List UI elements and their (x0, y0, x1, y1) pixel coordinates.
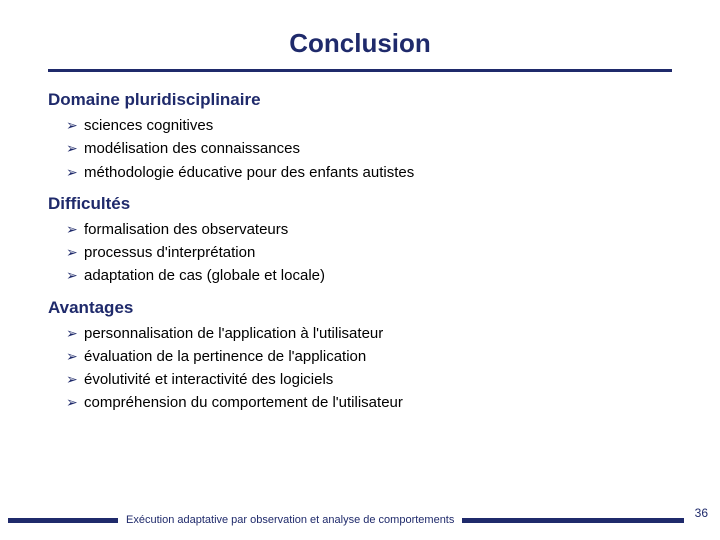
arrow-icon: ➢ (66, 392, 78, 414)
section-2: Avantages ➢ personnalisation de l'applica… (48, 298, 672, 415)
footer-text: Exécution adaptative par observation et … (118, 514, 462, 526)
bullet-list: ➢formalisation des observateurs ➢process… (48, 218, 672, 288)
bullet-list: ➢ personnalisation de l'application à l'u… (48, 322, 672, 415)
section-heading: Avantages (48, 298, 672, 318)
item-text: évaluation de la pertinence de l'applica… (84, 348, 366, 365)
arrow-icon: ➢ (66, 138, 78, 160)
arrow-icon: ➢ (66, 323, 78, 345)
item-text: formalisation des observateurs (84, 221, 288, 238)
item-text: personnalisation de l'application à l'ut… (84, 325, 383, 342)
arrow-icon: ➢ (66, 162, 78, 184)
list-item: ➢adaptation de cas (globale et locale) (84, 264, 672, 287)
footer-bar-right (462, 518, 684, 523)
arrow-icon: ➢ (66, 115, 78, 137)
item-text: sciences cognitives (84, 117, 213, 134)
arrow-icon: ➢ (66, 242, 78, 264)
section-heading: Difficultés (48, 194, 672, 214)
arrow-icon: ➢ (66, 346, 78, 368)
arrow-icon: ➢ (66, 265, 78, 287)
section-1: Difficultés ➢formalisation des observate… (48, 194, 672, 288)
list-item: ➢méthodologie éducative pour des enfants… (84, 161, 672, 184)
list-item: ➢processus d'interprétation (84, 241, 672, 264)
section-heading: Domaine pluridisciplinaire (48, 90, 672, 110)
title-underline (48, 69, 672, 72)
arrow-icon: ➢ (66, 369, 78, 391)
item-text: adaptation de cas (globale et locale) (84, 267, 325, 284)
section-0: Domaine pluridisciplinaire ➢sciences cog… (48, 90, 672, 184)
footer: Exécution adaptative par observation et … (0, 514, 720, 526)
slide: Conclusion Domaine pluridisciplinaire ➢s… (0, 0, 720, 540)
list-item: ➢évaluation de la pertinence de l'applic… (84, 345, 672, 368)
list-item: ➢modélisation des connaissances (84, 137, 672, 160)
list-item: ➢compréhension du comportement de l'util… (84, 391, 672, 414)
item-text: modélisation des connaissances (84, 140, 300, 157)
list-item: ➢personnalisation de l'application à l'u… (84, 322, 672, 345)
bullet-list: ➢sciences cognitives ➢modélisation des c… (48, 114, 672, 184)
item-text: méthodologie éducative pour des enfants … (84, 164, 414, 181)
item-text: processus d'interprétation (84, 244, 255, 261)
list-item: ➢sciences cognitives (84, 114, 672, 137)
page-number: 36 (695, 506, 708, 520)
list-item: ➢évolutivité et interactivité des logici… (84, 368, 672, 391)
item-text: compréhension du comportement de l'utili… (84, 394, 403, 411)
arrow-icon: ➢ (66, 219, 78, 241)
item-text: évolutivité et interactivité des logicie… (84, 371, 333, 388)
slide-title: Conclusion (48, 28, 672, 59)
list-item: ➢formalisation des observateurs (84, 218, 672, 241)
footer-bar-left (8, 518, 118, 523)
